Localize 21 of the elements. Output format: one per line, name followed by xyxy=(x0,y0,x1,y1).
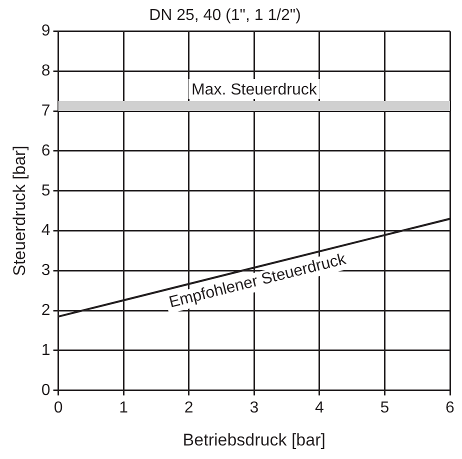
y-tick-label: 5 xyxy=(41,182,50,200)
y-tick-label: 9 xyxy=(41,22,50,40)
y-tick-label: 8 xyxy=(41,62,50,80)
chart-title: DN 25, 40 (1", 1 1/2") xyxy=(149,7,301,24)
x-tick-label: 2 xyxy=(184,399,194,416)
band-label: Max. Steuerdruck xyxy=(191,81,318,98)
x-tick-label: 6 xyxy=(446,399,455,416)
y-tick-label: 7 xyxy=(41,102,50,120)
x-tick-label: 5 xyxy=(380,399,390,416)
y-tick-label: 1 xyxy=(41,342,50,359)
x-tick-label: 3 xyxy=(250,399,259,416)
y-tick-label: 4 xyxy=(41,222,50,240)
x-axis-title: Betriebsdruck [bar] xyxy=(182,430,326,450)
y-axis-title: Steuerdruck [bar] xyxy=(10,146,29,276)
y-tick-label: 3 xyxy=(41,262,50,280)
x-tick-label: 1 xyxy=(119,399,128,416)
x-tick-label: 0 xyxy=(54,399,63,416)
y-tick-label: 0 xyxy=(41,382,50,399)
y-tick-label: 6 xyxy=(41,142,50,160)
x-tick-label: 4 xyxy=(314,399,324,416)
y-tick-label: 2 xyxy=(41,302,50,319)
